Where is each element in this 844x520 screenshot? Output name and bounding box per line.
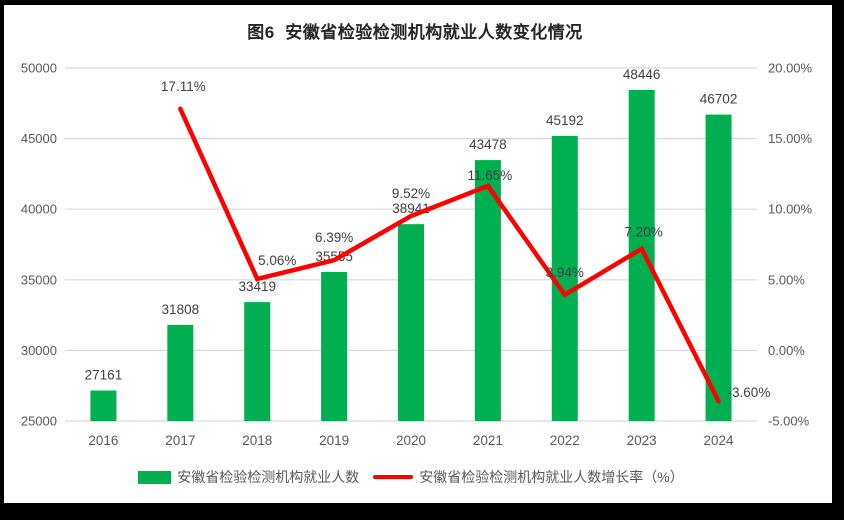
x-axis-tick-label: 2018 [242,433,272,448]
right-axis-tick-label: 20.00% [768,61,813,76]
bar-value-label: 33419 [238,279,276,294]
bar-2022 [551,135,578,421]
bar-value-label: 45192 [546,113,584,128]
x-axis-tick-label: 2017 [165,433,195,448]
bar-value-label: 31808 [162,302,200,317]
left-axis-tick-label: 45000 [21,131,57,146]
bar-2024 [705,114,732,422]
right-axis-tick-label: 15.00% [768,131,813,146]
x-axis-tick-label: 2024 [704,433,735,448]
chart-title: 图6 安徽省检验检测机构就业人数变化情况 [247,23,583,42]
bar-2020 [398,224,424,421]
bar-2017 [167,324,194,421]
bar-value-label: 27161 [85,367,123,382]
x-axis-tick-label: 2021 [473,433,503,448]
line-value-label: 3.94% [546,265,584,280]
legend-label-growth-rate: 安徽省检验检测机构就业人数增长率（%） [419,469,684,485]
right-axis-tick-label: -5.00% [768,414,810,429]
bar-value-label: 48446 [623,67,661,82]
legend-label-employment: 安徽省检验检测机构就业人数 [177,469,360,485]
legend: 安徽省检验检测机构就业人数 安徽省检验检测机构就业人数增长率（%） [65,467,757,487]
bar-value-label: 43478 [469,137,507,152]
left-axis-tick-label: 25000 [21,414,57,429]
line-value-label: 9.52% [392,186,430,201]
bar-2016 [90,390,117,421]
bar-2019 [321,271,348,421]
x-axis-tick-label: 2022 [550,433,580,448]
line-value-label: 6.39% [315,230,353,245]
left-axis-tick-label: 50000 [21,61,57,76]
right-axis-tick-label: 0.00% [768,343,805,358]
left-axis-tick-label: 30000 [21,343,57,358]
line-value-label: 5.06% [258,253,296,268]
right-axis-tick-label: 10.00% [768,202,813,217]
left-axis-tick-label: 35000 [21,272,57,287]
legend-item-employment: 安徽省检验检测机构就业人数 [138,467,359,487]
bar-value-label: 46702 [700,92,738,107]
x-axis-tick-label: 2019 [319,433,349,448]
x-axis-tick-label: 2023 [627,433,657,448]
x-axis-tick-label: 2020 [396,433,426,448]
bar-2021 [474,160,501,421]
line-value-label: 17.11% [161,79,206,94]
legend-item-growth-rate: 安徽省检验检测机构就业人数增长率（%） [373,467,684,487]
line-value-label: -3.60% [728,385,771,400]
x-axis-tick-label: 2016 [88,433,118,448]
bar-2018 [244,302,271,421]
line-value-label: 11.65% [467,168,512,183]
left-axis-tick-label: 40000 [21,202,57,217]
line-series-swatch-icon [373,474,414,480]
line-value-label: 7.20% [625,225,663,240]
right-axis-tick-label: 5.00% [768,272,805,287]
bar-series-swatch-icon [138,470,172,484]
growth-rate-line [178,106,721,404]
